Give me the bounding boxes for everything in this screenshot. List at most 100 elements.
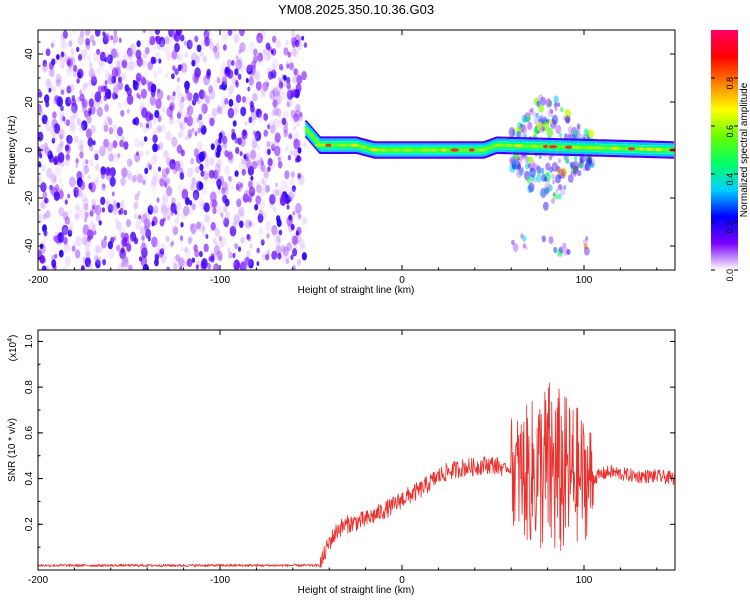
noise-blob <box>143 136 148 142</box>
noise-blob <box>172 91 176 97</box>
noise-blob <box>141 213 148 224</box>
noise-blob <box>154 240 161 250</box>
noise-blob <box>41 164 46 172</box>
noise-blob <box>258 209 264 217</box>
noise-blob <box>180 34 185 42</box>
noise-blob <box>88 68 95 79</box>
noise-blob <box>234 68 239 76</box>
noise-blob <box>224 98 229 105</box>
noise-blob <box>88 263 93 270</box>
noise-blob <box>105 200 111 210</box>
noise-blob <box>232 221 237 230</box>
noise-blob <box>52 111 57 119</box>
spectrogram-ytick-label: -20 <box>24 190 35 205</box>
noise-blob <box>69 122 75 131</box>
noise-blob <box>54 253 58 259</box>
spectrogram-noise <box>38 30 308 270</box>
noise-blob <box>162 150 169 161</box>
noise-blob <box>268 119 276 131</box>
noise-blob <box>203 243 209 253</box>
noise-blob <box>127 49 134 61</box>
noise-blob <box>44 197 48 204</box>
noise-blob <box>260 89 266 99</box>
noise-blob <box>218 255 223 262</box>
noise-blob <box>158 248 164 258</box>
noise-blob <box>69 83 75 92</box>
noise-blob <box>214 253 219 261</box>
snr-frame <box>37 329 676 571</box>
burst-blob <box>542 201 549 211</box>
burst-blob <box>555 188 559 193</box>
noise-blob <box>227 107 235 119</box>
noise-blob <box>151 208 156 216</box>
noise-blob <box>68 65 72 70</box>
noise-blob <box>202 55 207 63</box>
noise-blob <box>68 221 74 229</box>
noise-blob <box>56 144 63 154</box>
noise-blob <box>191 203 196 211</box>
noise-blob <box>49 184 53 191</box>
noise-blob <box>257 112 265 124</box>
noise-blob <box>274 132 281 143</box>
noise-blob <box>90 73 97 83</box>
noise-blob <box>141 241 146 248</box>
noise-blob <box>121 256 126 265</box>
noise-blob <box>135 220 142 230</box>
noise-blob <box>293 112 299 123</box>
noise-blob <box>273 106 279 116</box>
noise-blob <box>195 264 199 270</box>
noise-blob <box>84 30 91 36</box>
noise-blob <box>104 51 111 62</box>
noise-blob <box>77 54 83 61</box>
noise-blob <box>57 152 65 163</box>
noise-blob <box>289 177 295 187</box>
burst-blob <box>583 128 589 137</box>
noise-blob <box>187 205 194 215</box>
noise-blob <box>62 30 68 39</box>
noise-blob <box>79 180 86 191</box>
burst-blob <box>564 157 570 164</box>
noise-blob <box>226 59 232 67</box>
noise-blob <box>145 46 150 55</box>
noise-blob <box>112 124 117 131</box>
noise-blob <box>110 35 114 41</box>
noise-blob <box>111 144 115 149</box>
noise-blob <box>222 135 228 145</box>
noise-blob <box>251 178 255 185</box>
noise-blob <box>91 198 96 207</box>
noise-blob <box>280 244 286 253</box>
noise-blob <box>91 179 99 190</box>
noise-blob <box>224 150 229 158</box>
noise-blob <box>258 36 262 43</box>
noise-blob <box>94 153 99 161</box>
noise-blob <box>58 206 65 217</box>
noise-blob <box>143 211 150 222</box>
burst-blob <box>535 112 539 118</box>
noise-blob <box>63 237 68 245</box>
noise-blob <box>150 155 157 165</box>
noise-blob <box>301 35 305 41</box>
noise-blob <box>215 30 219 34</box>
noise-blob <box>87 54 92 62</box>
noise-blob <box>146 149 150 155</box>
noise-blob <box>177 109 183 119</box>
noise-blob <box>90 76 97 86</box>
noise-blob <box>218 240 224 249</box>
noise-blob <box>126 219 131 228</box>
noise-blob <box>190 223 197 235</box>
burst-blob <box>526 176 531 184</box>
noise-blob <box>295 117 301 127</box>
noise-blob <box>100 238 107 249</box>
noise-blob <box>96 48 101 56</box>
noise-blob <box>83 109 89 118</box>
noise-blob <box>179 266 183 270</box>
noise-blob <box>127 173 132 181</box>
noise-blob <box>291 114 297 125</box>
noise-blob <box>81 173 86 181</box>
noise-blob <box>58 249 64 258</box>
noise-blob <box>131 176 136 184</box>
noise-blob <box>235 183 240 191</box>
burst-blob <box>533 127 538 135</box>
noise-blob <box>126 108 131 114</box>
noise-blob <box>170 93 176 102</box>
